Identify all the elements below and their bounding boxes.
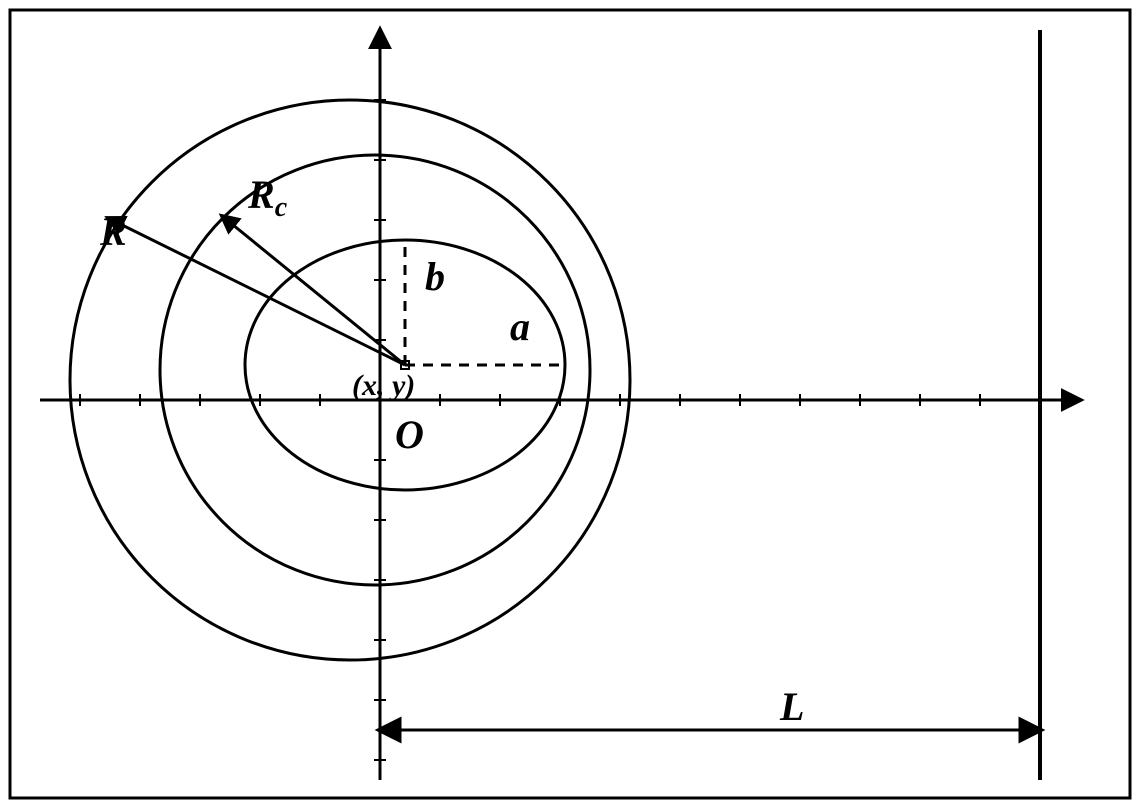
outer-circle <box>70 100 630 660</box>
label-R: R <box>99 209 127 254</box>
frame-border <box>10 10 1130 798</box>
label-Rc: Rc <box>247 172 288 223</box>
label-O: O <box>395 412 424 457</box>
label-L: L <box>779 684 804 729</box>
radius-Rc-line <box>222 216 405 365</box>
label-a: a <box>510 304 530 349</box>
geometry-diagram: R Rc a b (x, y) O L <box>0 0 1140 808</box>
radius-R-line <box>108 218 405 365</box>
label-b: b <box>425 254 445 299</box>
label-xy: (x, y) <box>352 369 415 402</box>
